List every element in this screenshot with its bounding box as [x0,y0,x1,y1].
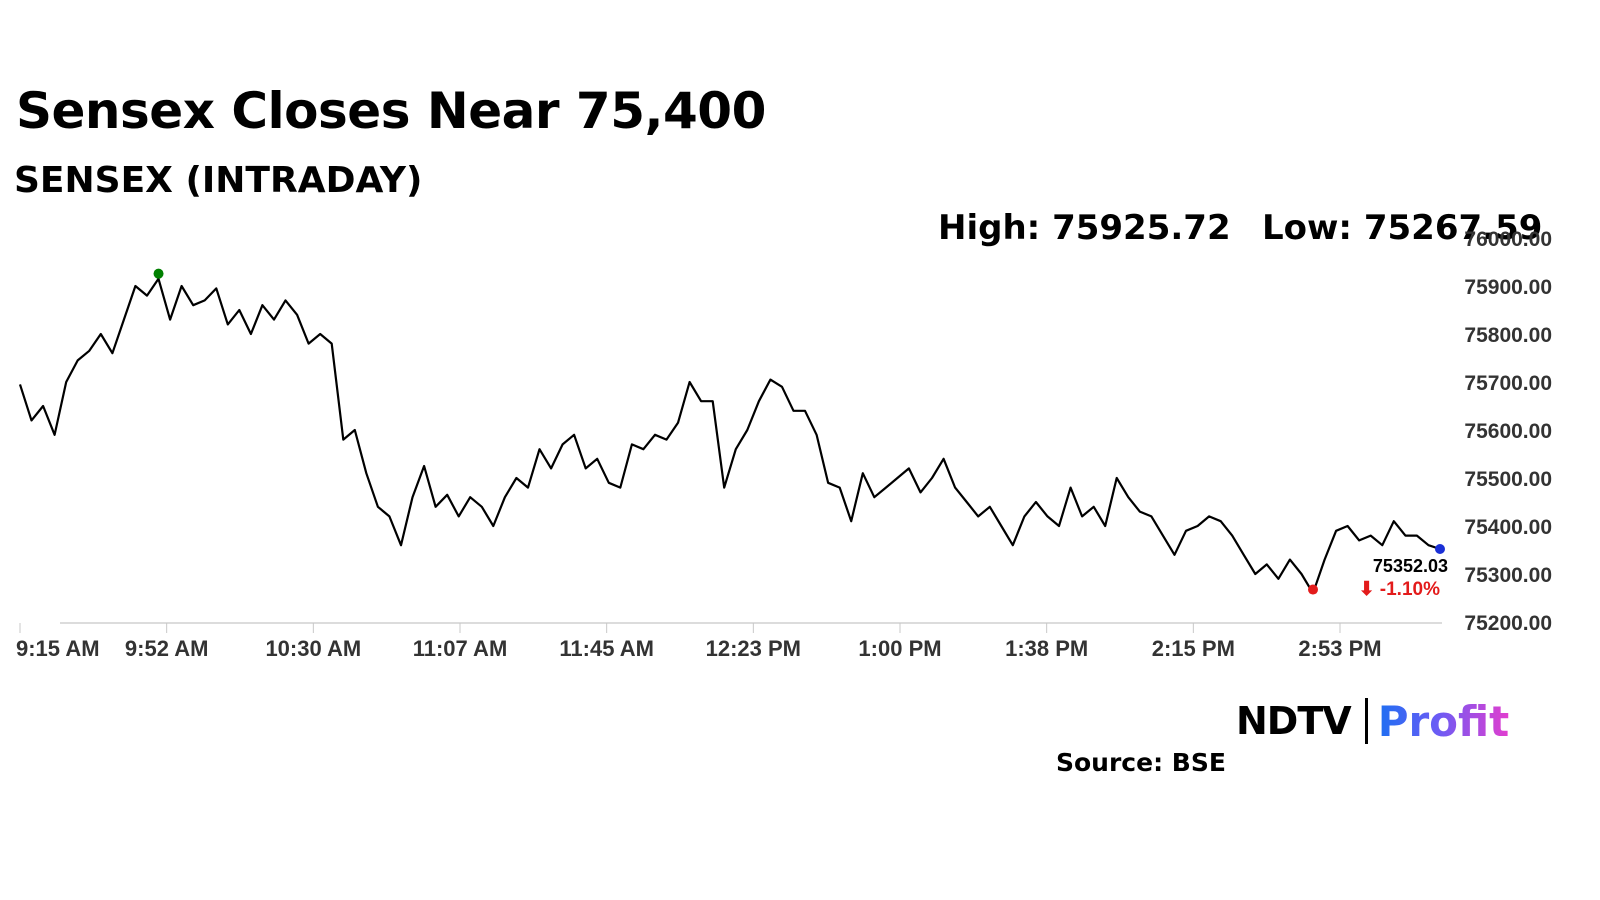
y-tick-label: 75200.00 [1464,612,1552,635]
x-tick-label: 9:52 AM [125,636,209,661]
logo-divider [1364,698,1368,744]
logo-profit-text: Profit [1377,696,1510,746]
ndtv-profit-logo: NDTV Profit [1236,696,1509,746]
x-tick-label: 1:38 PM [1005,636,1088,661]
high-stat: High: 75925.72 [938,208,1231,248]
x-tick-label: 1:00 PM [858,636,941,661]
x-tick-label: 10:30 AM [265,636,361,661]
chart-subtitle: SENSEX (INTRADAY) [14,160,423,201]
y-tick-label: 75400.00 [1464,516,1552,539]
y-tick-label: 75900.00 [1464,276,1552,299]
x-tick-label: 2:15 PM [1152,636,1235,661]
x-tick-label: 2:53 PM [1298,636,1381,661]
last-point-marker [1435,544,1445,555]
y-tick-label: 75800.00 [1464,324,1552,347]
high-point-marker [153,268,164,279]
y-tick-label: 76000.00 [1464,228,1552,251]
x-tick-label: 12:23 PM [706,636,801,661]
x-tick-label: 9:15 AM [16,636,100,661]
price-series-line [18,277,1441,595]
y-tick-label: 75700.00 [1464,372,1552,395]
change-percent-label: ⬇ -1.10% [1359,579,1441,600]
x-axis: 9:15 AM 9:52 AM 10:30 AM 11:07 AM 11:45 AM 12… [16,623,1382,661]
y-tick-label: 75300.00 [1464,564,1552,587]
y-axis: 75200.00 75300.00 75400.00 75500.00 75600.00… [1464,228,1552,635]
low-point-marker [1308,584,1319,595]
last-value-label: 75352.03 [1373,556,1448,576]
chart-title: Sensex Closes Near 75,400 [16,82,766,140]
y-tick-label: 75600.00 [1464,420,1552,443]
x-tick-label: 11:45 AM [559,636,654,661]
low-stat: Low: 75267.59 [1262,208,1543,248]
source-note: Source: BSE [1056,748,1226,777]
logo-ndtv-text: NDTV [1236,699,1352,743]
x-tick-label: 11:07 AM [413,636,508,661]
y-tick-label: 75500.00 [1464,468,1552,491]
